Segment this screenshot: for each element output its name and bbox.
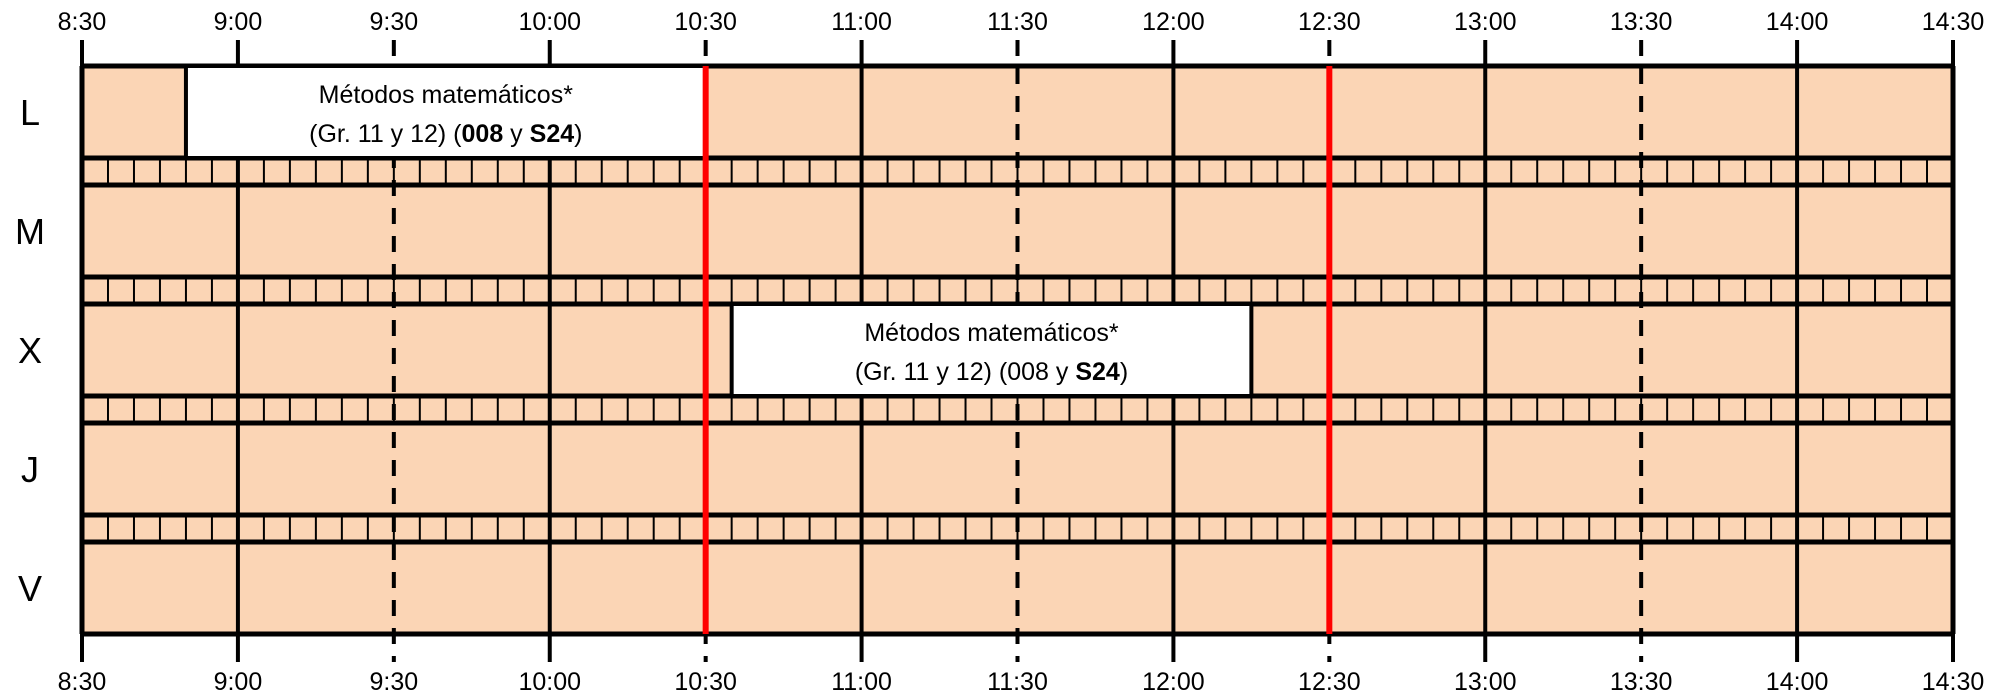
time-label-top: 10:00	[518, 8, 581, 36]
time-label-top: 14:30	[1922, 8, 1985, 36]
day-label-L: L	[20, 92, 40, 133]
time-label-bottom: 11:00	[831, 668, 892, 696]
time-label-top: 8:30	[58, 8, 107, 36]
time-label-bottom: 9:30	[369, 668, 418, 696]
time-label-top: 13:00	[1454, 8, 1517, 36]
event-details: (Gr. 11 y 12) (008 y S24)	[309, 120, 582, 148]
time-label-bottom: 11:30	[987, 668, 1048, 696]
day-label-M: M	[15, 211, 45, 252]
time-label-top: 13:30	[1610, 8, 1673, 36]
time-label-bottom: 13:00	[1454, 668, 1517, 696]
event-title: Métodos matemáticos*	[319, 81, 574, 109]
time-label-bottom: 12:00	[1142, 668, 1205, 696]
event-block: Métodos matemáticos* (Gr. 11 y 12) (008 y…	[183, 64, 708, 160]
time-label-top: 11:30	[987, 8, 1048, 36]
event-detail-segment: (Gr. 11 y 12) (	[309, 120, 462, 148]
event-box	[729, 302, 1254, 398]
time-label-bottom: 10:30	[674, 668, 737, 696]
event-detail-segment: S24	[530, 120, 575, 148]
day-row-M	[82, 185, 1953, 277]
event-block: Métodos matemáticos* (Gr. 11 y 12) (008 y…	[729, 302, 1254, 398]
event-box	[183, 64, 708, 160]
time-label-top: 9:00	[214, 8, 263, 36]
event-detail-segment: 008	[462, 120, 504, 148]
time-label-top: 9:30	[369, 8, 418, 36]
event-details: (Gr. 11 y 12) (008 y S24)	[855, 358, 1128, 386]
time-label-bottom: 14:30	[1922, 668, 1985, 696]
day-label-V: V	[18, 568, 42, 609]
time-label-top: 14:00	[1766, 8, 1829, 36]
time-label-bottom: 10:00	[518, 668, 581, 696]
time-label-top: 10:30	[674, 8, 737, 36]
day-label-J: J	[21, 449, 39, 490]
event-detail-segment: )	[574, 120, 582, 148]
event-title: Métodos matemáticos*	[864, 319, 1119, 347]
time-label-bottom: 8:30	[58, 668, 107, 696]
event-detail-segment: S24	[1075, 358, 1120, 386]
time-label-top: 12:30	[1298, 8, 1361, 36]
time-label-bottom: 12:30	[1298, 668, 1361, 696]
event-detail-segment: y	[503, 120, 529, 148]
time-label-bottom: 9:00	[214, 668, 263, 696]
event-detail-segment: )	[1120, 358, 1128, 386]
day-label-X: X	[18, 330, 42, 371]
event-detail-segment: (Gr. 11 y 12) (008 y	[855, 358, 1075, 386]
time-label-bottom: 13:30	[1610, 668, 1673, 696]
time-label-top: 11:00	[831, 8, 892, 36]
time-label-top: 12:00	[1142, 8, 1205, 36]
time-label-bottom: 14:00	[1766, 668, 1829, 696]
